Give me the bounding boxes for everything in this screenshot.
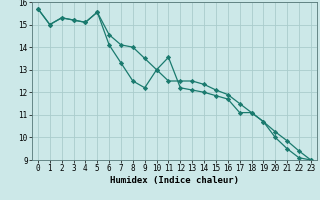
X-axis label: Humidex (Indice chaleur): Humidex (Indice chaleur): [110, 176, 239, 185]
